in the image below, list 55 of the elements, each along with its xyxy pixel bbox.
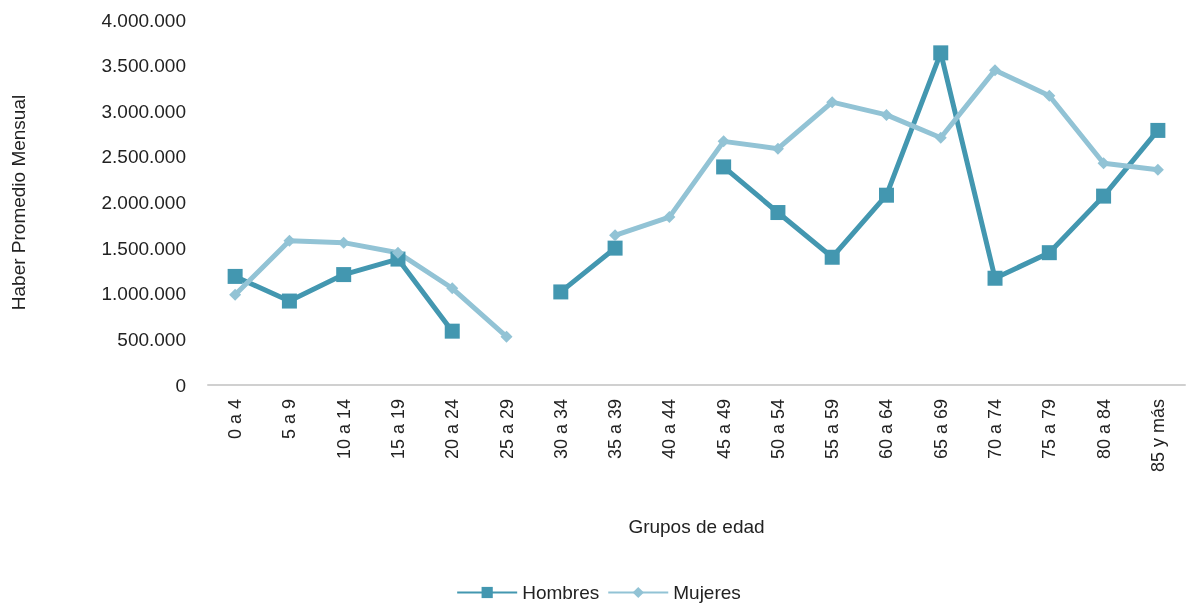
point: [553, 284, 569, 300]
point: [229, 288, 242, 301]
point: [1150, 122, 1166, 138]
x-tick-label: 55 a 59: [822, 399, 843, 460]
x-tick-label: 30 a 34: [550, 399, 571, 460]
x-tick-label: 45 a 49: [713, 399, 734, 460]
y-tick-label: 1.000.000: [101, 283, 186, 305]
y-tick-label: 2.000.000: [101, 192, 186, 213]
point: [987, 270, 1003, 286]
point: [824, 249, 840, 265]
x-tick-label: 65 a 69: [930, 399, 951, 460]
x-tick-label: 60 a 64: [876, 399, 897, 460]
y-tick-label: 3.000.000: [101, 100, 186, 122]
y-tick-label: 0: [175, 374, 186, 396]
point: [770, 205, 786, 221]
point: [281, 293, 297, 309]
x-tick-label: 5 a 9: [279, 399, 300, 440]
x-tick-label: 20 a 24: [442, 399, 463, 460]
legend-label: Hombres: [522, 582, 600, 603]
x-tick-label: 35 a 39: [605, 399, 626, 460]
point: [880, 108, 893, 121]
point: [663, 211, 676, 224]
y-tick-label: 4.000.000: [101, 9, 186, 31]
x-tick-label: 75 a 79: [1039, 399, 1060, 460]
x-tick-label: 0 a 4: [225, 399, 246, 440]
y-tick-label: 2.500.000: [101, 146, 186, 168]
x-tick-label: 70 a 74: [985, 399, 1006, 460]
x-tick-label: 25 a 29: [496, 399, 517, 460]
y-tick-label: 500.000: [117, 328, 186, 350]
x-tick-label: 85 y más: [1147, 399, 1168, 473]
point: [1043, 89, 1056, 102]
y-axis-title: Haber Promedio Mensual: [8, 94, 29, 311]
x-tick-label: 50 a 54: [767, 399, 788, 460]
point: [227, 268, 243, 284]
x-tick-label: 40 a 44: [659, 399, 680, 460]
point: [1041, 245, 1057, 261]
point: [444, 323, 460, 339]
y-tick-label: 1.500.000: [101, 237, 186, 259]
point: [933, 45, 949, 61]
point: [878, 187, 894, 203]
point: [934, 131, 947, 144]
legend-label: Mujeres: [673, 582, 741, 603]
x-tick-label: 80 a 84: [1093, 399, 1114, 460]
y-tick-label: 3.500.000: [101, 55, 186, 77]
point: [500, 330, 513, 343]
point: [391, 246, 404, 259]
x-axis-title: Grupos de edad: [628, 516, 765, 537]
x-tick-label: 10 a 14: [333, 399, 354, 460]
point: [989, 64, 1002, 77]
point: [446, 282, 459, 295]
point: [1096, 188, 1112, 204]
point: [336, 267, 352, 283]
point: [716, 159, 732, 175]
x-tick-label: 15 a 19: [387, 399, 408, 460]
point: [607, 240, 623, 256]
